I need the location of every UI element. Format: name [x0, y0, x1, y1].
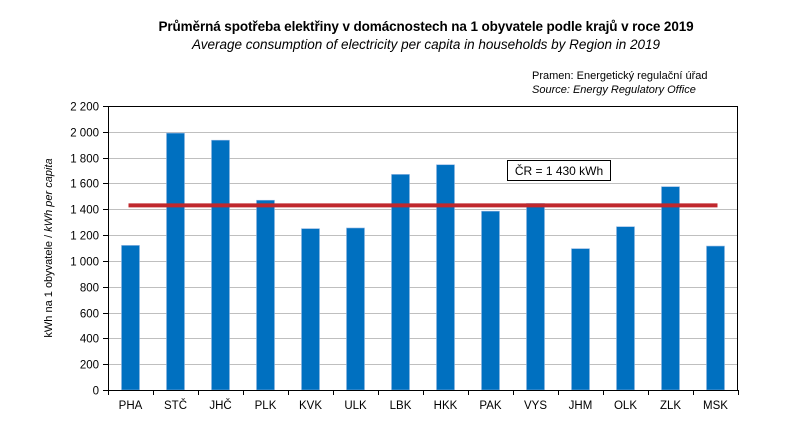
y-tick-label: 1 400 — [70, 205, 99, 217]
y-tick-label: 1 600 — [70, 179, 99, 191]
y-tick-label: 800 — [80, 283, 99, 295]
y-tick-label: 1 000 — [70, 257, 99, 269]
bar — [121, 245, 140, 391]
chart-subtitle: Average consumption of electricity per c… — [191, 37, 661, 52]
gridlines — [108, 106, 738, 365]
x-tick-label: VYS — [524, 400, 547, 412]
chart-title: Průměrná spotřeba elektřiny v domácnoste… — [158, 19, 694, 34]
x-tick-label: ZLK — [660, 400, 681, 412]
y-tick-labels: 0 200 400 600 800 1 000 1 200 1 400 1 600 1 800 2 … — [70, 102, 99, 398]
y-tick-label: 2 200 — [70, 102, 99, 114]
bar — [166, 132, 185, 391]
y-tick-label: 400 — [80, 334, 99, 346]
bar — [346, 227, 365, 391]
bar — [526, 203, 545, 391]
bar — [661, 186, 680, 391]
average-label: ČR = 1 430 kWh — [514, 163, 604, 178]
y-tick-label: 200 — [80, 360, 99, 372]
bar — [301, 228, 320, 391]
y-tick-label: 2 000 — [70, 128, 99, 140]
x-tick-label: JHČ — [209, 399, 231, 412]
x-tick-label: JHM — [569, 400, 593, 412]
bar — [571, 248, 590, 391]
x-tick-label: STČ — [164, 399, 187, 412]
y-tick-label: 600 — [80, 309, 99, 321]
x-tick-label: HKK — [434, 400, 458, 412]
bar — [481, 210, 500, 391]
bars — [121, 132, 725, 391]
y-axis-label-en: kWh per capita — [43, 158, 55, 231]
y-axis-label: kWh na 1 obyvatele / kWh per capita — [43, 158, 55, 337]
x-tick-label: PHA — [119, 400, 143, 412]
axes — [103, 106, 739, 395]
x-tick-label: ULK — [344, 400, 367, 412]
bar — [706, 245, 725, 391]
y-tick-label: 0 — [93, 386, 99, 398]
bar — [211, 139, 230, 391]
x-tick-label: OLK — [614, 400, 637, 412]
x-tick-labels: PHA STČ JHČ PLK KVK ULK LBK HKK PAK VYS JHM OLK ZLK M… — [119, 399, 729, 412]
source-cz: Pramen: Energetický regulační úřad — [532, 70, 708, 82]
y-axis-label-cz: kWh na 1 obyvatele / — [43, 232, 55, 338]
bar — [256, 199, 275, 391]
x-tick-label: MSK — [703, 400, 728, 412]
average-label-box: ČR = 1 430 kWh — [507, 160, 611, 181]
x-tick-label: KVK — [299, 400, 322, 412]
bar — [436, 164, 455, 391]
source-en: Source: Energy Regulatory Office — [532, 84, 696, 96]
y-tick-label: 1 200 — [70, 231, 99, 243]
y-tick-label: 1 800 — [70, 154, 99, 166]
x-tick-label: PLK — [255, 400, 277, 412]
x-tick-label: LBK — [390, 400, 412, 412]
bar — [616, 226, 635, 391]
x-tick-label: PAK — [479, 400, 501, 412]
